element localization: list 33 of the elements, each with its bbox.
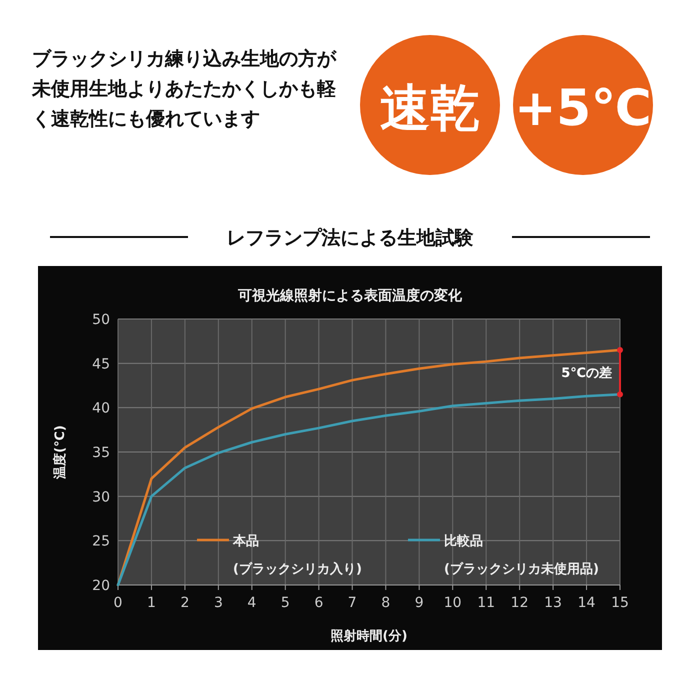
x-tick-label: 9 bbox=[414, 595, 424, 611]
x-tick-label: 2 bbox=[180, 595, 190, 611]
x-tick-label: 6 bbox=[314, 595, 324, 611]
x-tick-label: 14 bbox=[578, 595, 596, 611]
x-tick-label: 7 bbox=[348, 595, 357, 611]
legend-label: 本品 (ブラックシリカ入り) bbox=[232, 534, 362, 577]
x-tick-label: 11 bbox=[477, 595, 496, 611]
x-tick-label: 4 bbox=[247, 595, 256, 611]
x-tick-label: 10 bbox=[444, 595, 462, 611]
x-tick-label: 12 bbox=[510, 595, 529, 611]
chart-subtitle: レフランプ法による生地試験 bbox=[226, 227, 474, 249]
x-tick-label: 1 bbox=[147, 595, 156, 611]
x-tick-label: 13 bbox=[544, 595, 562, 611]
y-axis-title: 温度(℃) bbox=[52, 425, 68, 480]
text: +5℃ bbox=[514, 79, 652, 137]
y-tick-label: 25 bbox=[92, 534, 110, 550]
y-tick-label: 20 bbox=[92, 578, 110, 594]
y-tick-label: 30 bbox=[92, 489, 110, 506]
x-tick-label: 5 bbox=[280, 595, 290, 611]
x-tick-label: 3 bbox=[214, 595, 223, 611]
y-tick-label: 50 bbox=[92, 312, 110, 328]
chart-title: 可視光線照射による表面温度の変化 bbox=[237, 287, 463, 304]
x-tick-label: 15 bbox=[611, 595, 629, 611]
x-tick-label: 8 bbox=[381, 595, 390, 611]
legend-label: 比較品 (ブラックシリカ未使用品) bbox=[444, 534, 599, 577]
text: 速乾 bbox=[380, 79, 480, 137]
y-tick-label: 35 bbox=[92, 445, 110, 461]
x-tick-label: 0 bbox=[114, 595, 122, 611]
y-tick-label: 40 bbox=[92, 400, 110, 417]
y-tick-label: 45 bbox=[92, 356, 110, 372]
text: ブラックシリカ練り込み生地の方が未使用生地よりあたたかくしかも軽く速乾性にも優れています bbox=[32, 47, 338, 132]
annotation: 5℃の差 bbox=[561, 366, 612, 382]
x-axis-title: 照射時間(分) bbox=[330, 629, 408, 644]
